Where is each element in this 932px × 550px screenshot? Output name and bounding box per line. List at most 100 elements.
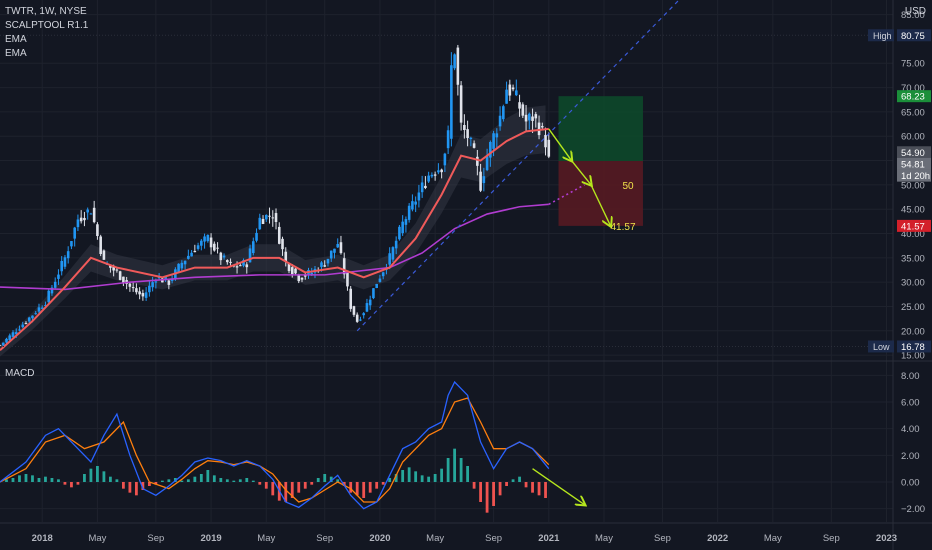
ema-slow-line[interactable] [0,203,549,291]
candle-body[interactable] [31,315,34,319]
candle-body[interactable] [118,271,122,280]
price-badge[interactable] [897,340,931,353]
candle-body[interactable] [14,332,18,335]
candle-body[interactable] [187,255,190,259]
price-series[interactable] [0,44,585,357]
candle-body[interactable] [443,153,447,166]
macd-line[interactable] [0,380,550,510]
candle-body[interactable] [66,251,70,259]
candle-body[interactable] [375,283,378,289]
candle-body[interactable] [24,323,28,325]
candle-body[interactable] [89,213,93,215]
candle-body[interactable] [287,263,291,272]
candle-body[interactable] [164,276,167,280]
candle-body[interactable] [11,332,15,337]
candle-body[interactable] [466,129,469,139]
candle-body[interactable] [264,214,268,220]
candle-body[interactable] [437,170,440,173]
candle-body[interactable] [261,218,265,225]
candle-body[interactable] [427,175,430,182]
candle-body[interactable] [258,217,262,230]
ema-fast-line[interactable] [0,127,549,352]
candle-body[interactable] [281,238,284,250]
candle-body[interactable] [50,287,54,294]
candle-body[interactable] [170,279,174,281]
candle-body[interactable] [518,102,521,109]
indicator-ema-1[interactable]: EMA [5,34,27,45]
candle-body[interactable] [372,288,375,299]
candle-body[interactable] [378,278,382,282]
candle-body[interactable] [450,65,453,139]
candle-body[interactable] [479,171,482,191]
candle-body[interactable] [440,169,443,173]
candle-body[interactable] [138,291,141,295]
candle-body[interactable] [222,255,226,258]
price-badge[interactable] [897,219,931,232]
candle-body[interactable] [476,156,479,166]
candle-body[interactable] [219,252,223,261]
candle-body[interactable] [144,292,148,298]
candle-body[interactable] [453,54,456,69]
candle-body[interactable] [502,106,505,120]
candle-body[interactable] [96,224,99,237]
candle-body[interactable] [203,236,206,242]
candle-body[interactable] [524,114,528,122]
candle-body[interactable] [92,207,96,223]
candle-body[interactable] [57,274,60,279]
candle-body[interactable] [154,281,158,283]
candle-body[interactable] [109,265,112,268]
candle-body[interactable] [485,156,489,171]
candle-body[interactable] [534,114,538,119]
candle-body[interactable] [274,213,278,222]
candle-body[interactable] [151,282,154,288]
candle-body[interactable] [515,90,518,96]
candle-body[interactable] [359,319,362,321]
candle-body[interactable] [294,268,297,274]
profit-zone[interactable] [558,96,643,162]
projection-arrow[interactable] [590,184,610,226]
candle-body[interactable] [86,209,89,213]
candle-body[interactable] [242,260,245,266]
candle-body[interactable] [271,217,275,219]
candle-body[interactable] [83,217,86,221]
candle-body[interactable] [326,258,330,264]
candle-body[interactable] [368,299,372,306]
candle-body[interactable] [216,247,219,249]
candle-body[interactable] [238,265,242,267]
candle-body[interactable] [122,276,125,283]
candle-body[interactable] [388,253,391,265]
candle-body[interactable] [209,237,213,248]
candle-body[interactable] [463,124,466,131]
candle-body[interactable] [424,185,427,188]
candle-body[interactable] [391,247,395,260]
candle-body[interactable] [200,240,203,246]
candle-body[interactable] [407,205,411,220]
candle-body[interactable] [206,234,210,242]
candle-body[interactable] [268,215,271,217]
candle-body[interactable] [411,201,414,210]
candle-body[interactable] [469,137,473,140]
candle-body[interactable] [346,272,349,287]
candle-body[interactable] [320,262,323,267]
candle-body[interactable] [414,201,417,205]
candle-body[interactable] [492,133,495,149]
candle-body[interactable] [1,342,5,346]
loss-zone[interactable] [558,161,643,226]
candle-body[interactable] [18,329,21,331]
candle-body[interactable] [167,280,171,285]
candle-body[interactable] [251,241,255,254]
candle-body[interactable] [342,258,346,275]
candle-body[interactable] [34,313,38,315]
candle-body[interactable] [53,281,57,288]
candle-body[interactable] [157,277,161,279]
candle-body[interactable] [365,303,369,312]
candle-body[interactable] [177,263,180,273]
macd-series[interactable] [0,380,585,513]
projection-arrow[interactable] [570,160,591,185]
candle-body[interactable] [63,257,67,267]
projection-arrow[interactable] [548,128,572,161]
candle-body[interactable] [349,288,353,309]
candle-body[interactable] [193,250,197,253]
candle-body[interactable] [336,244,340,248]
price-badge[interactable] [897,90,931,103]
